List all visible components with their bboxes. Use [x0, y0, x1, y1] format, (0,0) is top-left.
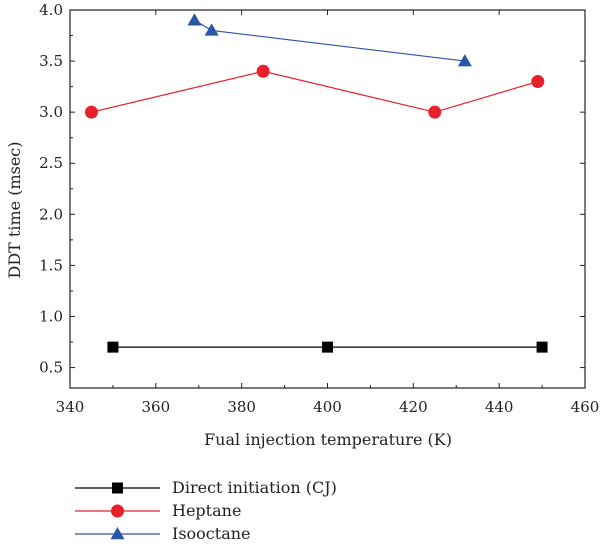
y-axis-title: DDT time (msec)	[5, 142, 24, 279]
data-point-circle	[256, 64, 270, 78]
x-tick-label: 340	[56, 398, 85, 416]
legend-marker-2	[110, 527, 125, 540]
data-point-triangle	[187, 13, 202, 26]
x-tick-label: 360	[142, 398, 171, 416]
data-point-square	[536, 341, 548, 353]
plot-area: 340 360 380 400 420 440 460 0.5 1.0 1.5 2.0 2.5 3.0 3…	[39, 1, 599, 416]
x-axis-title: Fual injection temperature (K)	[204, 430, 452, 449]
data-point-triangle	[457, 54, 472, 67]
data-point-triangle	[204, 23, 219, 36]
legend-label-1: Heptane	[172, 501, 241, 520]
y-tick-label: 3.5	[39, 52, 63, 70]
y-tick-label: 4.0	[39, 1, 63, 19]
x-tick-label: 380	[227, 398, 256, 416]
x-tick-label: 420	[399, 398, 428, 416]
y-tick-label: 0.5	[39, 359, 63, 377]
data-point-square	[107, 341, 119, 353]
legend-marker-0	[112, 482, 123, 494]
data-point-circle	[531, 75, 545, 89]
legend-marker-1	[111, 504, 124, 518]
data-point-circle	[428, 105, 442, 119]
plot-frame	[69, 9, 586, 389]
x-tick-label: 460	[571, 398, 600, 416]
series-line-2	[194, 19, 465, 62]
series-line-1	[91, 70, 538, 113]
data-point-circle	[84, 105, 98, 119]
x-tick-label: 440	[485, 398, 514, 416]
y-tick-label: 2.5	[39, 154, 63, 172]
y-tick-label: 3.0	[39, 103, 63, 121]
y-tick-label: 1.5	[39, 256, 63, 274]
data-point-square	[322, 341, 333, 353]
x-tick-label: 400	[313, 398, 342, 416]
legend: Direct initiation (CJ) Heptane Isooctane	[75, 478, 337, 543]
y-tick-label: 1.0	[39, 307, 63, 325]
legend-label-0: Direct initiation (CJ)	[172, 478, 337, 497]
legend-label-2: Isooctane	[172, 524, 251, 543]
y-tick-label: 2.0	[39, 205, 63, 223]
